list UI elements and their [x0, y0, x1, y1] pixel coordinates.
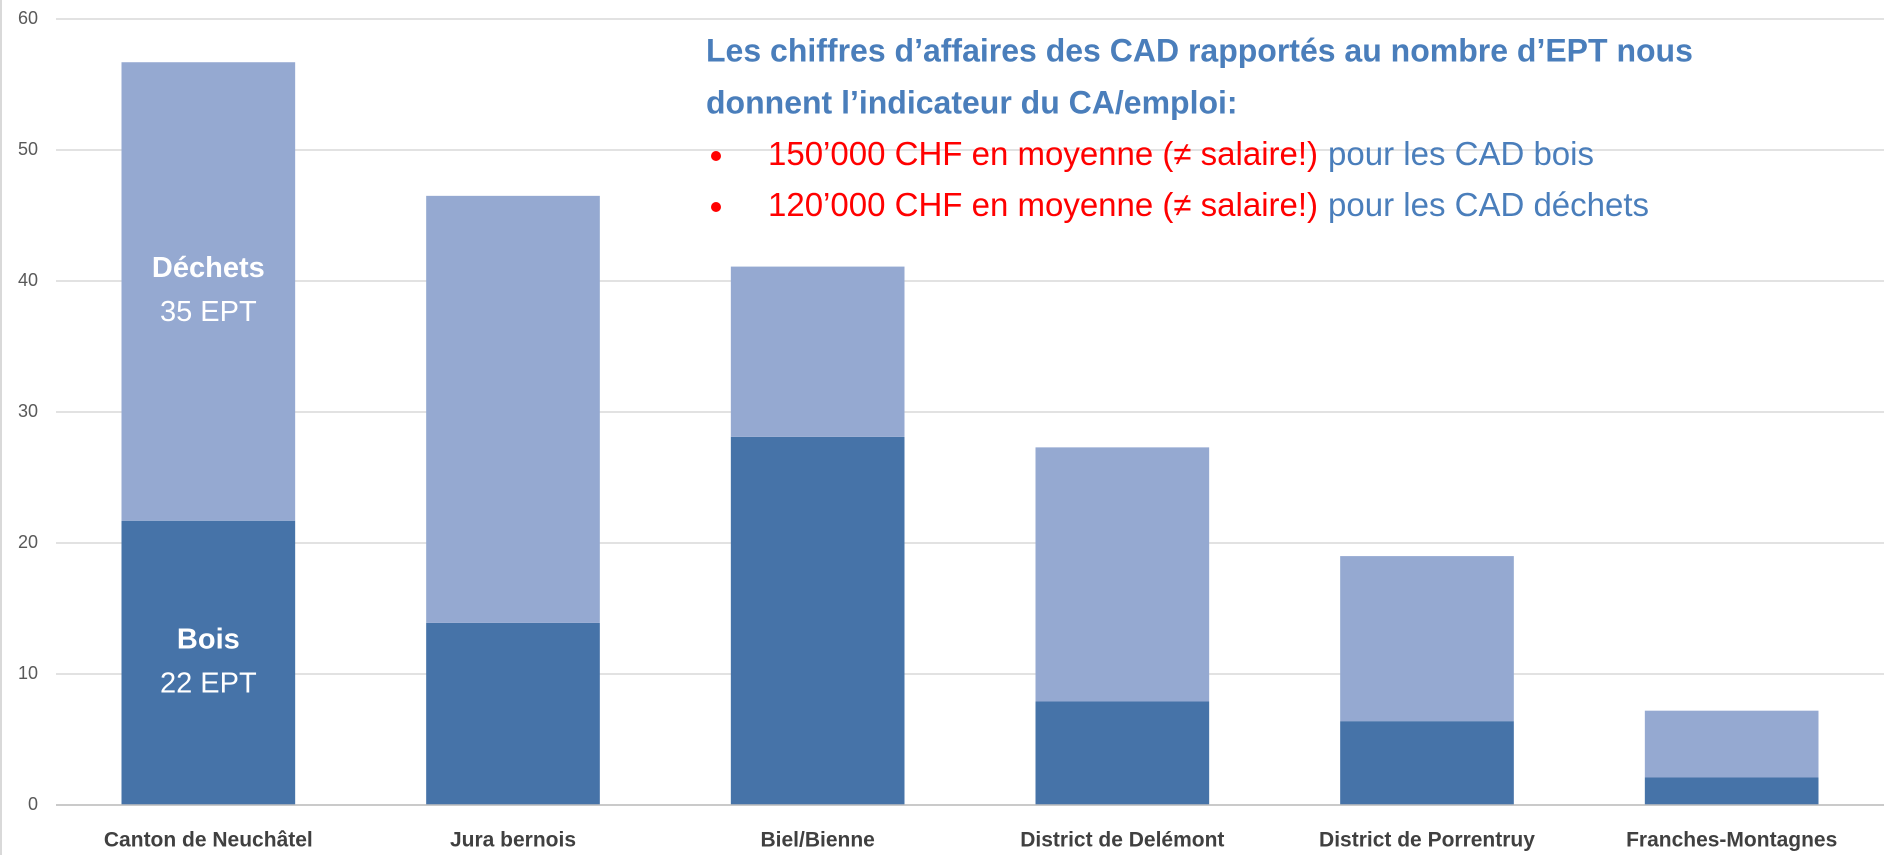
item-text: pour les CAD bois [1328, 135, 1594, 172]
item-emphasis: 150’000 CHF en moyenne (≠ salaire!) [768, 135, 1318, 172]
bar-segment [1340, 556, 1514, 722]
bar-segment [730, 266, 905, 437]
bar-segment [121, 62, 296, 521]
bullet [711, 151, 721, 161]
y-tick-label: 0 [28, 794, 38, 814]
x-tick-label: Jura bernois [450, 829, 576, 852]
x-tick-label: District de Porrentruy [1319, 829, 1535, 852]
bar-segment [730, 436, 905, 805]
y-tick-label: 40 [18, 270, 38, 290]
bullet [711, 202, 721, 212]
annotation-item: 150’000 CHF en moyenne (≠ salaire!) pour … [768, 135, 1594, 172]
segment-name: Bois [177, 624, 240, 656]
segment-name: Déchets [152, 252, 265, 284]
y-tick-label: 10 [18, 663, 38, 683]
annotation-heading: donnent l’indicateur du CA/emploi: [706, 84, 1238, 120]
annotation-heading: Les chiffres d’affaires des CAD rapporté… [706, 32, 1693, 68]
x-tick-label: Biel/Bienne [760, 829, 874, 852]
x-tick-label: District de Delémont [1020, 829, 1224, 852]
bar-segment [1035, 447, 1210, 702]
bar-segment [426, 622, 600, 805]
x-tick-label: Franches-Montagnes [1626, 829, 1837, 852]
bar-segment [1644, 710, 1819, 778]
y-tick-label: 50 [18, 139, 38, 159]
bar-segment [1644, 777, 1819, 805]
x-tick-label: Canton de Neuchâtel [104, 829, 313, 852]
y-tick-label: 20 [18, 532, 38, 552]
bar-segment [1340, 721, 1514, 805]
annotation-item: 120’000 CHF en moyenne (≠ salaire!) pour … [768, 186, 1649, 223]
value-label: 22 EPT [160, 668, 257, 700]
bar-segment [1035, 701, 1210, 805]
bar-segment [426, 195, 600, 623]
item-text: pour les CAD déchets [1328, 186, 1649, 223]
item-emphasis: 120’000 CHF en moyenne (≠ salaire!) [768, 186, 1318, 223]
y-tick-label: 30 [18, 401, 38, 421]
bar-segment [121, 520, 296, 805]
value-label: 35 EPT [160, 296, 257, 328]
y-tick-label: 60 [18, 8, 38, 28]
